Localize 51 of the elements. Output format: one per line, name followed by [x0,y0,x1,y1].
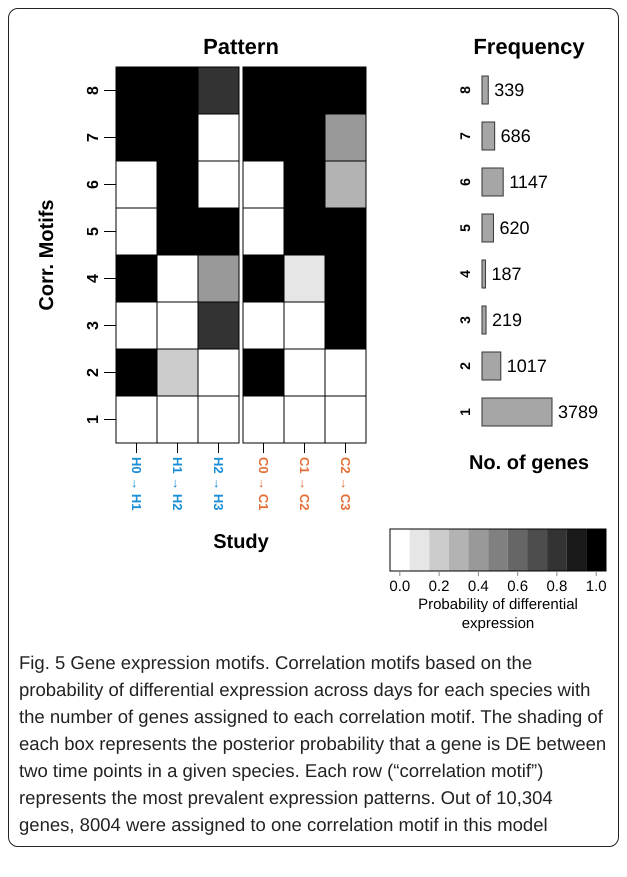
y-tick-label: 3 [85,320,102,330]
color-bar-label: 0.6 [507,578,528,595]
chart-title: Frequency [473,34,586,59]
y-tick-label: 3 [457,316,473,324]
bar [482,214,494,242]
bar [482,260,486,288]
data-label: 620 [499,218,530,238]
bar [482,306,487,334]
caption: Fig. 5 Gene expression motifs. Correlation motifs based on the probability of differential expression across days for each species with the number of genes assigned to each correlation motif. The shading of each box represents the posterior probability that a gene is DE between two time points in a given species. Each row (“correlation motif”) represents the most prevalent expression patterns. Out of 10,304 genes, 8004 were assigned to one correlation motif in this model [18,651,608,837]
data-label: 686 [500,126,531,146]
y-tick-label: 6 [457,178,473,186]
x-tick-label: C2 → C3 [338,457,353,510]
color-bar-label: 1.0 [586,578,607,595]
y-tick-label: 1 [85,414,102,424]
y-tick-label: 1 [457,408,473,416]
y-axis-title: Corr. Motifs [36,199,58,311]
data-label: 1147 [509,172,548,192]
y-tick-label: 2 [85,368,102,377]
x-tick-label: C1 → C2 [297,457,312,510]
y-tick-label: 5 [457,224,473,232]
data-label: 3789 [558,402,598,422]
bar [482,168,504,196]
color-bar-label: 0.8 [546,578,568,595]
x-tick-label: C0 → C1 [256,457,271,510]
data-label: 1017 [506,356,547,376]
color-bar-label: 0.2 [428,578,450,595]
y-tick-label: 6 [85,180,102,189]
bar [482,398,552,426]
color-bar-label: 0.4 [468,578,489,595]
chart-title: Pattern [203,34,279,59]
x-tick-label: H1 → H2 [170,457,185,510]
y-tick-label: 7 [457,132,473,140]
y-tick-label: 4 [457,270,473,278]
y-tick-label: 4 [85,274,102,283]
bar [482,352,502,380]
x-axis-title: No. of genes [468,452,590,474]
data-label: 187 [491,264,522,284]
y-tick-label: 8 [457,86,473,94]
y-tick-label: 2 [457,362,473,370]
color-bar-label: 0.0 [389,578,410,595]
y-tick-label: 8 [85,86,102,95]
x-tick-label: H2 → H3 [211,457,226,510]
data-label: 339 [494,80,524,100]
x-tick-label: H0 → H1 [129,457,144,510]
y-tick-label: 7 [85,132,102,142]
data-label: 219 [492,310,522,330]
x-axis-title: Study [213,531,270,553]
color-bar-title: Probability of differential expression [417,595,579,633]
bar [482,76,489,104]
bar [482,122,496,150]
y-tick-label: 5 [85,226,102,236]
